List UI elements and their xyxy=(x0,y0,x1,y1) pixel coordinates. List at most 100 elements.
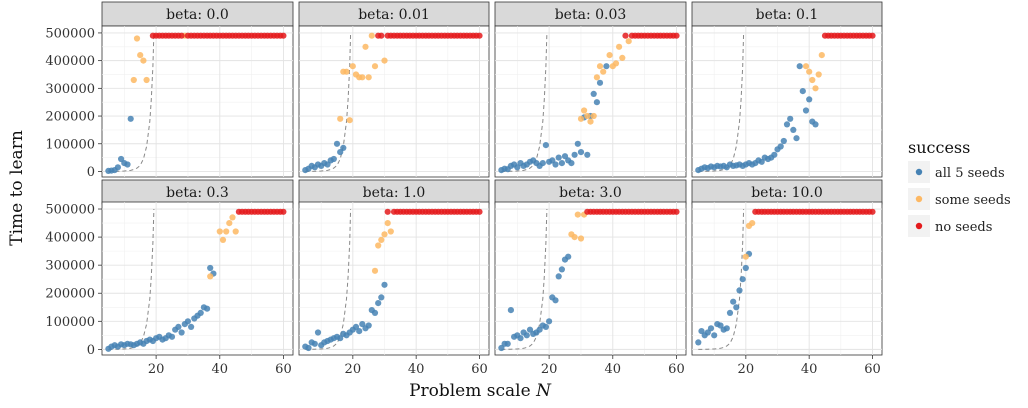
legend-swatch-none xyxy=(915,222,923,230)
x-tick-label: 60 xyxy=(864,362,881,377)
data-point-some xyxy=(802,63,810,70)
facet-panel-4: beta: 0.1 xyxy=(691,1,883,178)
data-point-all xyxy=(514,164,521,171)
data-point-some xyxy=(133,35,141,42)
data-point-all xyxy=(359,321,366,328)
x-tick-label: 20 xyxy=(738,362,755,377)
data-point-all xyxy=(197,309,204,316)
data-point-some xyxy=(232,228,239,235)
data-point-all xyxy=(790,126,797,133)
legend-title: success xyxy=(908,138,970,157)
facet-strip xyxy=(691,1,883,27)
data-point-all xyxy=(593,99,601,106)
data-point-all xyxy=(542,142,550,149)
reference-curve xyxy=(698,208,745,350)
data-point-some xyxy=(346,117,353,124)
data-point-all xyxy=(561,153,569,160)
data-point-some xyxy=(362,43,369,50)
data-point-all xyxy=(207,264,214,272)
data-point-all xyxy=(311,340,318,347)
data-point-some xyxy=(619,54,626,62)
data-point-some xyxy=(577,235,585,242)
panel-background xyxy=(494,201,687,356)
data-point-all xyxy=(812,121,819,128)
x-tick-label: 40 xyxy=(408,362,425,377)
data-point-none xyxy=(869,32,876,39)
data-point-all xyxy=(365,322,372,329)
x-axis-label: Problem scale N xyxy=(409,381,552,401)
data-point-some xyxy=(219,236,227,243)
panel-background xyxy=(691,25,883,178)
data-point-all xyxy=(558,160,566,167)
data-point-all xyxy=(787,115,794,122)
data-point-none xyxy=(280,208,287,215)
y-tick-label: 200000 xyxy=(45,110,95,125)
facet-title: beta: 3.0 xyxy=(559,185,622,201)
data-point-some xyxy=(806,68,813,75)
panel-background xyxy=(101,25,294,178)
data-point-none xyxy=(476,32,483,39)
data-point-all xyxy=(375,300,382,307)
legend-entry-none: no seeds xyxy=(908,215,992,237)
data-point-all xyxy=(378,294,385,301)
data-point-all xyxy=(552,297,559,304)
facet-title: beta: 10.0 xyxy=(751,185,823,201)
data-point-all xyxy=(603,63,610,70)
data-point-none xyxy=(476,208,483,215)
facet-title: beta: 0.0 xyxy=(166,7,229,23)
data-point-all xyxy=(584,151,591,158)
data-point-all xyxy=(698,328,705,335)
facet-panel-2: beta: 0.01 xyxy=(298,1,490,178)
data-point-all xyxy=(704,329,711,336)
y-tick-label: 400000 xyxy=(45,231,95,246)
data-point-all xyxy=(695,339,702,346)
data-point-all xyxy=(517,335,524,342)
data-point-some xyxy=(207,273,214,280)
data-point-some xyxy=(371,267,379,274)
data-point-some xyxy=(216,228,223,235)
data-point-all xyxy=(802,107,810,114)
data-point-all xyxy=(498,344,505,352)
facet-panel-1: beta: 0.0 0 100000 200000 300000 400000 500000 xyxy=(45,1,294,180)
data-point-all xyxy=(574,140,581,147)
data-point-some xyxy=(616,43,623,50)
data-point-none xyxy=(280,32,287,39)
data-point-all xyxy=(730,298,737,305)
data-point-some xyxy=(378,236,385,243)
facet-strip xyxy=(494,1,687,27)
data-point-some xyxy=(343,68,350,75)
data-point-all xyxy=(536,326,543,333)
facet-panel-5: beta: 0.3 20 40 60 0 100000 200000 300000 400000… xyxy=(45,179,294,377)
panel-background xyxy=(298,201,490,356)
data-point-some xyxy=(593,74,601,81)
x-tick-label: 40 xyxy=(212,362,229,377)
data-point-some xyxy=(596,63,604,70)
data-point-none xyxy=(378,32,385,39)
facet-panel-3: beta: 0.03 xyxy=(494,1,687,178)
data-point-all xyxy=(736,287,743,294)
data-point-all xyxy=(204,305,211,312)
legend-swatch-all xyxy=(915,168,923,176)
data-point-some xyxy=(606,52,613,59)
data-point-all xyxy=(127,115,134,122)
data-point-all xyxy=(178,329,185,336)
data-point-none xyxy=(673,32,680,39)
data-point-some xyxy=(587,118,594,125)
y-tick-label: 500000 xyxy=(45,26,95,41)
data-point-some xyxy=(226,220,233,227)
legend-entry-all: all 5 seeds xyxy=(908,161,1005,183)
data-point-all xyxy=(124,161,131,168)
data-point-some xyxy=(625,38,632,45)
data-point-all xyxy=(552,161,559,168)
legend-label-none: no seeds xyxy=(935,220,992,235)
data-point-all xyxy=(546,318,553,325)
data-point-some xyxy=(223,228,230,235)
data-point-all xyxy=(305,344,312,352)
data-point-all xyxy=(371,309,379,316)
data-point-all xyxy=(726,309,734,316)
x-tick-label: 60 xyxy=(668,362,685,377)
data-point-some xyxy=(137,52,144,59)
data-point-none xyxy=(178,32,185,39)
